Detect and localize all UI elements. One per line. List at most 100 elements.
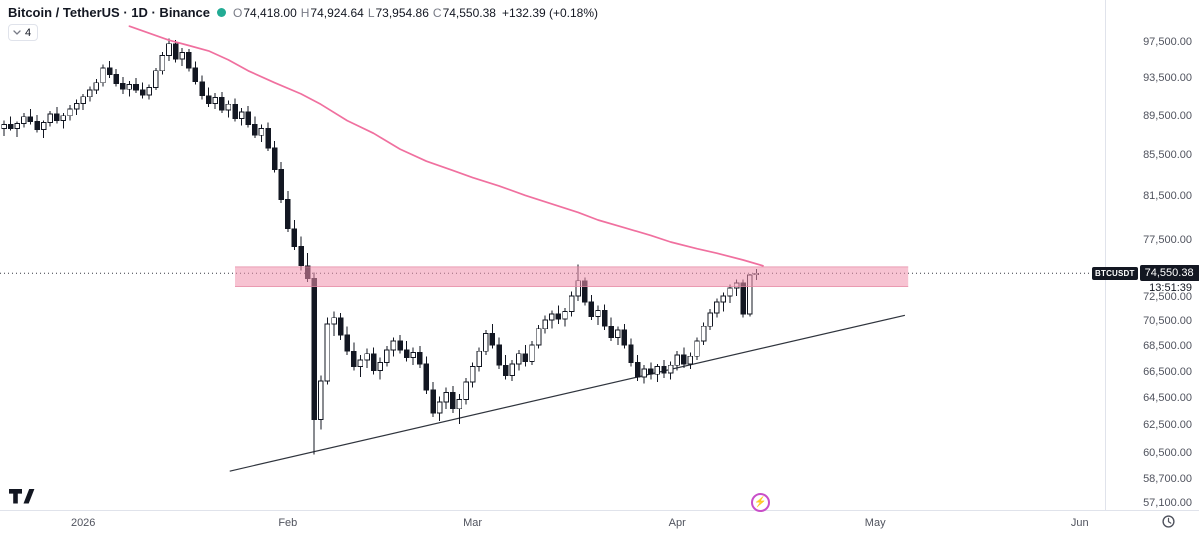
candle-down [34,121,40,130]
candle-up [469,366,476,383]
low-value: 73,954.86 [375,5,429,20]
candle-up [595,309,601,317]
candle-down [403,349,410,359]
candle-down [205,95,212,104]
candle-up [126,84,133,90]
candle-up [667,364,674,374]
candle-up [80,96,86,104]
time-axis-label: Feb [278,517,298,529]
time-axis[interactable]: 2026 Feb Mar Apr May Jun [0,510,1199,535]
candle-up [179,52,185,60]
candle-down [291,228,298,247]
time-axis-label: Mar [463,517,483,529]
candle-down [423,363,430,391]
candle-up [93,82,100,91]
candle-down [139,89,146,96]
price-axis-label: 57,100.00 [1143,497,1192,509]
candle-down [661,366,667,374]
candle-down [648,368,654,375]
high-label: H [300,5,310,20]
candle-down [489,333,496,346]
candle-up [542,319,548,330]
price-axis-label: 89,500.00 [1143,109,1192,122]
candle-down [634,362,641,378]
candle-up [357,359,364,367]
candle-down [252,124,258,136]
candle-up [318,380,324,421]
candle-up [364,353,370,361]
market-status-dot[interactable] [217,8,227,17]
candle-up [687,355,694,365]
candle-down [27,116,34,123]
candle-down [588,301,595,317]
lightning-icon[interactable]: ⚡ [751,493,770,512]
price-axis-label: 64,500.00 [1143,392,1192,404]
candle-down [7,124,14,129]
candle-down [370,353,377,371]
candle-up [225,103,232,111]
close-value: 74,550.38 [442,5,496,20]
candle-up [562,311,568,320]
candle-up [100,67,106,84]
candlestick-chart[interactable] [0,0,1105,510]
candle-up [714,301,720,314]
candle-up [641,368,647,378]
candle-down [417,352,423,365]
candle-up [516,353,522,365]
candle-down [681,354,687,365]
candle-down [285,199,291,230]
price-axis-label: 81,500.00 [1143,190,1192,203]
candle-up [238,111,245,120]
candle-down [278,168,284,201]
price-axis-label: 68,500.00 [1143,340,1192,353]
symbol-title[interactable]: Bitcoin / TetherUS · 1D · Binance [8,5,211,20]
symbol-badge: BTCUSDT [1092,266,1138,280]
candle-down [337,317,344,336]
timezone-clock-icon[interactable] [1162,515,1175,528]
candle-up [384,349,390,364]
candle-down [628,344,634,364]
price-axis-label: 62,500.00 [1143,419,1192,432]
candle-up [707,312,713,327]
open-value: 74,418.00 [243,5,297,20]
candle-up [258,127,265,136]
candle-down [199,81,205,97]
tradingview-logo[interactable] [9,489,37,504]
price-axis-label: 85,500.00 [1143,149,1192,162]
candle-down [265,127,271,149]
price-axis-label: 93,500.00 [1143,72,1192,85]
candle-up [476,350,482,367]
candle-up [73,102,80,110]
candle-down [133,84,139,91]
candle-down [344,334,350,352]
candle-up [410,352,416,359]
candle-up [456,398,463,410]
indicators-collapsed-badge[interactable]: 4 [8,24,39,41]
candle-down [740,282,746,315]
candle-up [331,317,337,325]
resistance-zone[interactable] [235,266,909,287]
candle-down [192,67,199,83]
ascending-trendline[interactable] [229,314,906,472]
candle-up [14,123,20,129]
high-value: 74,924.64 [310,5,364,20]
candle-down [232,103,238,120]
candle-up [694,340,700,357]
candle-up [529,344,535,362]
candle-up [159,54,166,72]
price-axis-label: 58,700.00 [1143,473,1192,486]
candle-up [40,122,47,130]
candle-down [555,313,562,320]
candle-down [106,67,113,75]
candle-up [727,287,733,297]
candle-up [67,108,73,117]
candle-down [245,111,251,125]
price-axis[interactable]: BTCUSDT 74,550.38 13:51:39 97,500.00 93,5… [1092,0,1199,510]
candle-up [615,329,621,338]
candle-up [390,340,397,351]
candle-up [654,366,661,375]
low-label: L [367,5,375,20]
candle-down [172,43,179,60]
candle-down [621,329,628,346]
